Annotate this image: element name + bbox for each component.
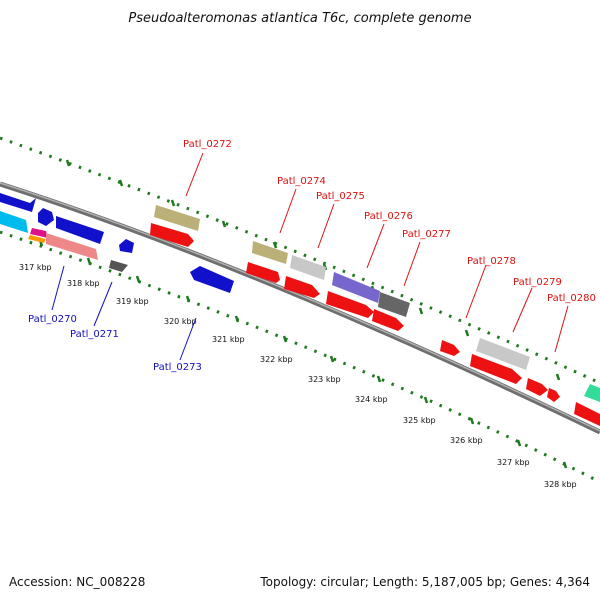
label-leaders-red	[185, 152, 569, 353]
gene-arrow[interactable]	[372, 309, 404, 331]
gene-label[interactable]: Patl_0274	[277, 176, 326, 187]
gene-patl-0275[interactable]	[290, 255, 326, 280]
gene-patl-0278[interactable]	[476, 338, 530, 370]
reverse-genes	[190, 262, 600, 426]
tick-label: 319 kbp	[116, 297, 149, 306]
genome-backbone	[0, 181, 600, 435]
gene-arrow[interactable]	[526, 378, 548, 396]
accession-text: Accession: NC_008228	[9, 575, 145, 589]
gene-label[interactable]: Patl_0273	[153, 362, 202, 373]
gene-patl-0277[interactable]	[378, 292, 410, 317]
gene-arrow[interactable]	[109, 260, 128, 272]
gene-arrow[interactable]	[284, 276, 320, 298]
gene-patl-0273[interactable]	[190, 266, 234, 293]
gene-labels-top: Patl_0272 Patl_0274 Patl_0275 Patl_0276 …	[183, 139, 596, 304]
gene-arrow[interactable]	[326, 291, 374, 318]
gene-arrow[interactable]	[547, 388, 560, 402]
gene-patl-0272[interactable]	[154, 205, 200, 231]
tick-label: 322 kbp	[260, 355, 293, 364]
tick-label: 323 kbp	[308, 375, 341, 384]
gene-patl-0276[interactable]	[332, 272, 380, 303]
gene-label[interactable]: Patl_0272	[183, 139, 232, 150]
tick-label: 326 kbp	[450, 436, 483, 445]
gene-label[interactable]: Patl_0277	[402, 229, 451, 240]
tick-label: 324 kbp	[355, 395, 388, 404]
gene-arrow[interactable]	[38, 208, 54, 226]
gene-label[interactable]: Patl_0280	[547, 293, 596, 304]
tick-label: 317 kbp	[19, 263, 52, 272]
tick-label: 320 kbp	[164, 317, 197, 326]
tick-label: 318 kbp	[67, 279, 100, 288]
tick-label: 328 kbp	[544, 480, 577, 489]
gene-patl-0280[interactable]	[574, 402, 600, 426]
gene-labels-bottom: Patl_0270 Patl_0271 Patl_0273	[28, 314, 202, 373]
gene-arrow[interactable]	[119, 239, 134, 253]
gene-patl-0274[interactable]	[252, 241, 288, 264]
gene-arrow[interactable]	[584, 384, 600, 402]
gene-arrow[interactable]	[150, 223, 194, 247]
forward-genes	[0, 193, 600, 402]
gene-arrow[interactable]	[56, 216, 104, 244]
tick-label: 325 kbp	[403, 416, 436, 425]
gene-arrow[interactable]	[30, 228, 48, 238]
gene-label[interactable]: Patl_0279	[513, 277, 562, 288]
genome-summary-text: Topology: circular; Length: 5,187,005 bp…	[259, 575, 590, 589]
gene-arrow[interactable]	[246, 262, 280, 283]
gene-arrow[interactable]	[46, 233, 98, 260]
tick-label: 321 kbp	[212, 335, 245, 344]
gene-arrow[interactable]	[440, 340, 460, 356]
map-title: Pseudoalteromonas atlantica T6c, complet…	[128, 11, 471, 26]
gene-arrow[interactable]	[0, 211, 28, 233]
gene-arrow[interactable]	[0, 193, 36, 212]
gene-label[interactable]: Patl_0278	[467, 256, 516, 267]
label-leaders-blue	[51, 265, 197, 361]
gene-patl-0279[interactable]	[470, 354, 522, 384]
gene-arrow[interactable]	[28, 235, 46, 243]
tick-labels: 317 kbp 318 kbp 319 kbp 320 kbp 321 kbp …	[19, 263, 577, 489]
tick-label: 327 kbp	[497, 458, 530, 467]
gene-label[interactable]: Patl_0276	[364, 211, 413, 222]
gene-label[interactable]: Patl_0270	[28, 314, 77, 325]
gene-label[interactable]: Patl_0275	[316, 191, 365, 202]
gene-label[interactable]: Patl_0271	[70, 329, 119, 340]
